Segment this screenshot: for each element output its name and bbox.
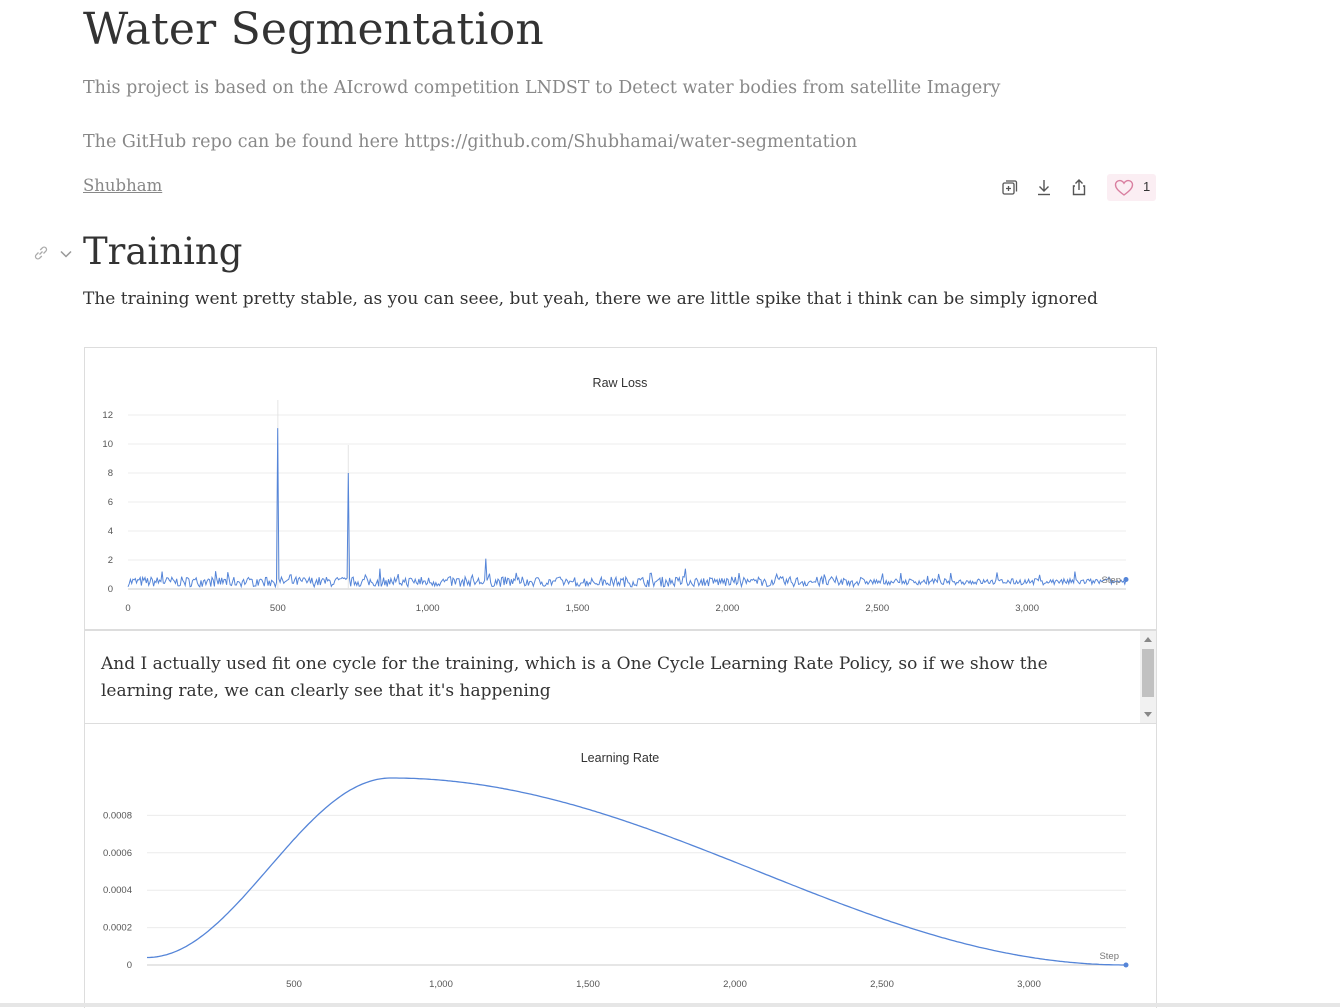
y-tick-label: 0 bbox=[108, 584, 113, 595]
loss-series-line bbox=[127, 428, 1127, 589]
scroll-up-arrow-icon[interactable] bbox=[1144, 637, 1152, 642]
series-end-point bbox=[1123, 577, 1129, 583]
heart-icon bbox=[1114, 179, 1134, 196]
x-tick-label: 1,000 bbox=[416, 603, 440, 614]
section-collapse-chevron-icon[interactable] bbox=[58, 246, 74, 266]
scroll-thumb[interactable] bbox=[1142, 649, 1154, 697]
x-axis-label: Step bbox=[1099, 951, 1119, 962]
y-tick-label: 8 bbox=[108, 468, 113, 479]
x-tick-label: 0 bbox=[125, 603, 130, 614]
y-tick-label: 4 bbox=[108, 526, 113, 537]
x-tick-label: 2,000 bbox=[716, 603, 740, 614]
text-block: And I actually used fit one cycle for th… bbox=[84, 630, 1157, 724]
report-title: Water Segmentation bbox=[83, 4, 544, 55]
chart-title: Learning Rate bbox=[581, 751, 660, 765]
report-github-line: The GitHub repo can be found here https:… bbox=[83, 132, 858, 152]
x-axis-label: Step bbox=[1101, 575, 1121, 586]
x-tick-label: 2,000 bbox=[723, 979, 747, 990]
section-title: Training bbox=[83, 230, 243, 273]
share-icon[interactable] bbox=[1068, 176, 1090, 198]
like-button[interactable]: 1 bbox=[1107, 174, 1156, 201]
y-tick-label: 0.0002 bbox=[103, 923, 132, 934]
learning-rate-chart: Learning Rate 0 0.0002 0.0004 0.0006 0.0008 50… bbox=[103, 751, 1129, 990]
chart-title: Raw Loss bbox=[593, 376, 648, 390]
learning-rate-panel[interactable]: Learning Rate 0 0.0002 0.0004 0.0006 0.0008 50… bbox=[84, 723, 1157, 1008]
section-link-icon[interactable] bbox=[32, 244, 50, 266]
x-tick-label: 3,000 bbox=[1017, 979, 1041, 990]
raw-loss-chart: Raw Loss 0 2 4 6 8 10 12 0 500 1,000 1,500 2,000 2,50… bbox=[102, 376, 1129, 614]
y-tick-label: 10 bbox=[102, 439, 113, 450]
y-tick-label: 2 bbox=[108, 555, 113, 566]
series-end-point bbox=[1123, 962, 1129, 968]
y-tick-label: 12 bbox=[102, 410, 113, 421]
x-tick-label: 1,500 bbox=[566, 603, 590, 614]
text-block-scrollbar[interactable] bbox=[1140, 631, 1156, 723]
x-tick-label: 500 bbox=[286, 979, 302, 990]
raw-loss-panel[interactable]: Raw Loss 0 2 4 6 8 10 12 0 500 1,000 1,500 2,000 2,50… bbox=[84, 347, 1157, 630]
y-tick-label: 0 bbox=[127, 960, 132, 971]
x-tick-label: 3,000 bbox=[1015, 603, 1039, 614]
y-tick-label: 0.0006 bbox=[103, 848, 132, 859]
y-tick-label: 0.0008 bbox=[103, 810, 132, 821]
clone-icon[interactable] bbox=[998, 176, 1020, 198]
x-tick-label: 1,500 bbox=[576, 979, 600, 990]
section-paragraph: The training went pretty stable, as you … bbox=[83, 289, 1098, 309]
report-description: This project is based on the AIcrowd com… bbox=[83, 78, 1001, 98]
x-tick-label: 2,500 bbox=[865, 603, 889, 614]
author-link[interactable]: Shubham bbox=[83, 176, 163, 195]
report-actions: 1 bbox=[996, 174, 1156, 201]
download-icon[interactable] bbox=[1033, 176, 1055, 198]
y-tick-label: 6 bbox=[108, 497, 113, 508]
second-paragraph: And I actually used fit one cycle for th… bbox=[101, 654, 1048, 701]
x-tick-label: 500 bbox=[270, 603, 286, 614]
scroll-down-arrow-icon[interactable] bbox=[1144, 712, 1152, 717]
x-tick-label: 2,500 bbox=[870, 979, 894, 990]
x-tick-label: 1,000 bbox=[429, 979, 453, 990]
lr-series-line bbox=[147, 777, 1126, 966]
bottom-scrollbar[interactable] bbox=[0, 1003, 1340, 1007]
like-count: 1 bbox=[1143, 179, 1151, 194]
y-tick-label: 0.0004 bbox=[103, 885, 132, 896]
